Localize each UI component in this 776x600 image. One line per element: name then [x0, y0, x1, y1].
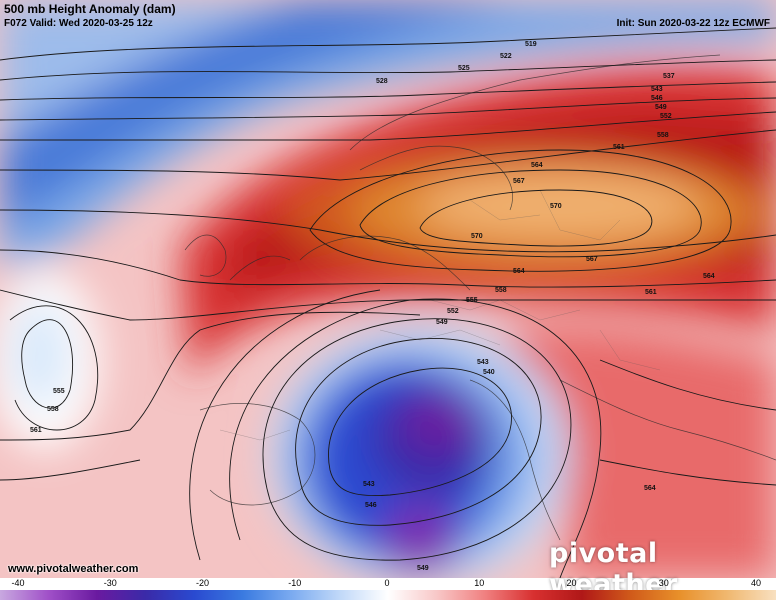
contour-label: 561	[613, 144, 625, 151]
contour-label: 564	[703, 273, 715, 280]
contour-label: 567	[513, 178, 525, 185]
website-url: www.pivotalweather.com	[8, 563, 139, 575]
contour-label: 555	[53, 388, 65, 395]
contour-label: 549	[436, 319, 448, 326]
colorbar-tick-label: 40	[750, 578, 762, 588]
contour-label: 543	[477, 359, 489, 366]
contour-label: 528	[376, 78, 388, 85]
colorbar-tick-label: 20	[566, 578, 577, 588]
colorbar-tick-label: -30	[103, 578, 117, 588]
contour-label: 546	[651, 95, 663, 102]
contour-label: 549	[655, 104, 667, 111]
anomaly-colorbar	[0, 590, 776, 600]
borders	[219, 189, 661, 441]
colorbar-tick-label: -20	[195, 578, 210, 588]
contour-label: 564	[513, 268, 525, 275]
map-title: 500 mb Height Anomaly (dam)	[4, 2, 176, 16]
contour-label: 558	[495, 287, 507, 294]
contour-label: 543	[651, 86, 663, 93]
contour-label: 561	[645, 289, 657, 296]
contour-labels: 519 525 522 528 537 543 546 549 552 558 …	[30, 41, 715, 572]
colorbar-tick-label: 30	[658, 578, 669, 588]
contour-label: 570	[471, 233, 483, 240]
contour-label: 525	[458, 65, 470, 72]
contour-label: 549	[417, 565, 429, 572]
contour-label: 537	[663, 73, 675, 80]
contour-label: 558	[657, 132, 669, 139]
contour-label: 543	[363, 481, 375, 488]
contour-label: 564	[531, 162, 543, 169]
contour-label: 561	[30, 427, 42, 434]
contour-label: 570	[550, 203, 562, 210]
valid-time: F072 Valid: Wed 2020-03-25 12z	[4, 18, 153, 29]
contour-label: 552	[660, 113, 672, 120]
contour-label: 558	[47, 406, 59, 413]
contour-label: 567	[586, 256, 598, 263]
contour-label: 555	[466, 297, 478, 304]
colorbar-tick-label: 0	[384, 578, 390, 588]
contour-label: 564	[644, 485, 656, 492]
colorbar-tick-label: 10	[474, 578, 485, 588]
contour-label: 552	[447, 308, 459, 315]
height-anomaly-map: 519 525 522 528 537 543 546 549 552 558 …	[0, 0, 776, 578]
init-time: Init: Sun 2020-03-22 12z ECMWF	[616, 18, 770, 29]
contour-label: 522	[500, 53, 512, 60]
contour-label: 519	[525, 41, 537, 48]
colorbar-tick-label: -10	[288, 578, 302, 588]
height-contours	[0, 27, 776, 578]
contour-label: 546	[365, 502, 377, 509]
colorbar-tick-label: -40	[11, 578, 25, 588]
contour-label: 540	[483, 369, 495, 376]
